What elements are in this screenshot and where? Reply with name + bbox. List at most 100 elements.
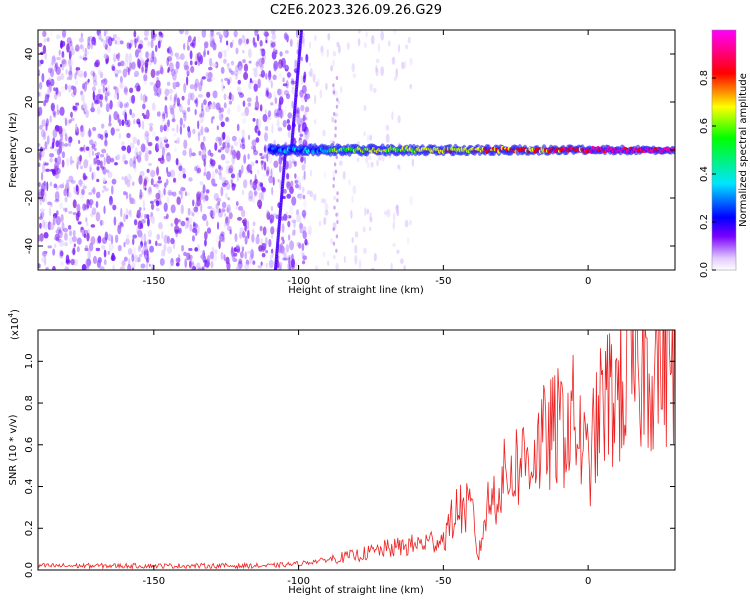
spectrogram-speckle [192, 265, 197, 270]
spectrogram-speckle [197, 94, 204, 98]
spectrogram-speckle [304, 238, 308, 246]
spectrogram-speckle-faint [375, 64, 378, 73]
spectrogram-speckle-faint [372, 87, 377, 94]
spectrogram-speckle-faint [380, 66, 385, 77]
spectrogram-speckle [223, 102, 227, 109]
spectrogram-speckle [165, 178, 169, 186]
spectrogram-speckle [241, 112, 247, 116]
spectrogram-speckle-faint [335, 262, 339, 270]
spectrogram-speckle [222, 131, 226, 140]
spectrogram-speckle-faint [367, 155, 372, 161]
spectrogram-speckle [132, 267, 135, 270]
spectrogram-speckle [85, 221, 89, 227]
spectrogram-speckle [218, 113, 224, 122]
spectrogram-speckle [43, 232, 49, 239]
spectrogram-speckle [55, 87, 59, 96]
spectrogram-speckle [226, 135, 231, 145]
spectrogram-speckle [55, 229, 61, 235]
spectrogram-speckle [180, 204, 185, 215]
spectrogram-speckle [107, 250, 110, 255]
spectrogram-speckle [286, 180, 291, 189]
spectrogram-speckle [257, 199, 263, 208]
spectrogram-speckle [136, 35, 140, 43]
spectrogram-speckle [230, 60, 235, 66]
snr-x-ticks: -150 -100 -50 0 [142, 330, 591, 587]
spectrogram-speckle [291, 87, 296, 95]
spectrogram-speckle [68, 59, 72, 65]
spectrogram-speckle [137, 229, 143, 238]
spectrogram-speckle [259, 225, 263, 232]
spectrogram-speckle [252, 67, 258, 72]
spectrogram-speckle [49, 158, 53, 163]
spectrogram-speckle [192, 199, 195, 207]
spectrogram-speckle [80, 125, 84, 133]
spectrogram-speckle-faint [375, 58, 380, 64]
spectrogram-speckle [75, 123, 78, 131]
spectrogram-speckle [155, 200, 160, 207]
spectrogram-speckle [221, 82, 225, 92]
spectrogram-speckle [195, 228, 198, 237]
spectrogram-speckle-faint [340, 85, 343, 94]
spectrogram-speckle [68, 136, 73, 143]
spectrogram-speckle [126, 145, 132, 154]
spectrogram-speckle [235, 266, 240, 270]
spectrogram-speckle [184, 192, 190, 196]
spectrogram-speckle [308, 41, 312, 49]
spectrogram-speckle [163, 202, 168, 213]
spectrogram-speckle [67, 84, 72, 93]
spectrogram-speckle [267, 76, 272, 83]
spectrogram-speckle [258, 192, 264, 201]
spectrogram-speckle [243, 38, 247, 46]
spectrogram-speckle [136, 209, 141, 219]
spectrogram-speckle [188, 260, 192, 269]
spectrogram-speckle [241, 143, 246, 150]
spectrogram-speckle [253, 79, 258, 84]
spectrogram-speckle [80, 183, 86, 188]
spectrogram-speckle [281, 236, 284, 241]
spectrogram-speckle [51, 141, 55, 149]
spectrogram-speckle [166, 246, 173, 254]
spectrogram-speckle [85, 217, 88, 223]
spectrogram-speckle [184, 191, 187, 197]
spectrogram-speckle [52, 215, 56, 226]
spectrogram-speckle [60, 39, 63, 49]
spectrogram-speckle [163, 216, 168, 220]
spectrogram-speckle [116, 92, 120, 101]
spectrogram-speckle [120, 207, 123, 218]
spectrogram-speckle [138, 244, 143, 250]
spectrogram-speckle [206, 255, 211, 263]
spectrogram-speckle [129, 174, 133, 181]
spectrogram-x-ticks: -150 -100 -50 0 [142, 30, 591, 287]
spectrogram-speckle-faint [309, 169, 313, 177]
spectrogram-speckle [289, 186, 294, 195]
spectrogram-speckle [172, 71, 177, 81]
spectrogram-speckle [52, 265, 56, 270]
spectrogram-speckle [225, 165, 231, 175]
spectrogram-speckle [182, 149, 187, 156]
spectrogram-speckle [138, 43, 143, 49]
spectrogram-speckle [101, 189, 105, 193]
spectrogram-speckle [108, 242, 114, 252]
spectrogram-speckle [166, 56, 170, 67]
spectrogram-speckle [253, 70, 258, 78]
spectrogram-speckle [263, 30, 269, 37]
spectrogram-speckle [197, 225, 200, 234]
spectrogram-speckle-faint [327, 260, 330, 266]
spectrogram-speckle [142, 181, 147, 191]
spectrogram-speckle-faint [352, 185, 357, 195]
spectrogram-speckle [182, 173, 187, 179]
spectrogram-speckle [78, 37, 84, 43]
spectrogram-speckle [303, 200, 307, 208]
spectrogram-speckle [112, 34, 117, 39]
spectrogram-speckle-faint [366, 134, 369, 143]
spectrogram-speckle [109, 195, 113, 205]
spectrogram-speckle [217, 201, 221, 206]
spectrogram-speckle [41, 219, 46, 229]
spectrogram-speckle [50, 102, 55, 112]
spectrogram-speckle [238, 38, 243, 44]
spectrogram-speckle [68, 230, 73, 237]
spectrogram-speckle [291, 83, 295, 89]
spectrogram-speckle [123, 103, 127, 108]
spectrogram-speckle-faint [362, 226, 366, 233]
spectrogram-speckle-faint [302, 186, 305, 194]
